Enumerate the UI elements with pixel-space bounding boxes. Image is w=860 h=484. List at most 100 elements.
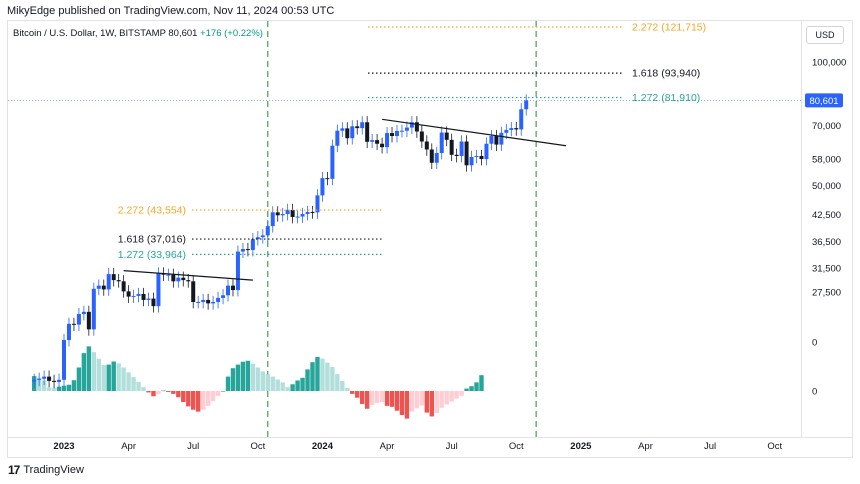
candle-body <box>86 311 91 330</box>
histogram-bar <box>141 387 146 391</box>
histogram-bar <box>200 391 206 410</box>
fib-label-recent: 1.272 (81,910) <box>632 92 700 104</box>
histogram-bar <box>136 381 141 391</box>
candle-body <box>265 226 270 236</box>
histogram-bar <box>151 391 156 397</box>
histogram-bar <box>46 387 52 391</box>
candle-body <box>414 122 419 132</box>
candle-body <box>484 143 489 160</box>
candle-body <box>370 140 375 142</box>
candle-body <box>355 126 360 129</box>
x-tick-label: 2023 <box>53 441 74 452</box>
candle-body <box>464 141 469 166</box>
candle-body <box>240 249 245 252</box>
candle-body <box>260 235 265 238</box>
histogram-bar <box>131 377 136 391</box>
candle-body <box>47 376 52 381</box>
histogram-bar <box>310 362 315 391</box>
candle-body <box>409 122 414 128</box>
x-tick-label: 2024 <box>312 441 334 452</box>
histogram-bar <box>171 391 176 394</box>
candle-body <box>345 128 350 139</box>
histogram-bar <box>330 367 335 391</box>
histogram-bar <box>181 391 186 403</box>
histogram-bar <box>265 374 270 391</box>
histogram-bar <box>389 391 395 407</box>
histogram-bar <box>96 358 101 391</box>
symbol-legend[interactable]: Bitcoin / U.S. Dollar, 1W, BITSTAMP 80,6… <box>13 28 263 39</box>
histogram-bar <box>81 353 87 391</box>
candle-body <box>76 314 81 325</box>
histogram-bar <box>111 361 116 391</box>
histogram-bar <box>320 358 325 391</box>
candle-body <box>275 212 280 216</box>
histogram-bar <box>106 364 111 391</box>
histogram-bar <box>240 361 246 391</box>
histogram-bar <box>116 363 121 391</box>
candle-body <box>136 293 141 296</box>
candle-body <box>489 136 494 144</box>
candle-body <box>404 127 409 131</box>
fib-label-recent: 2.272 (121,715) <box>632 22 706 34</box>
currency-button[interactable]: USD <box>806 26 844 44</box>
histogram-bar <box>56 386 62 391</box>
candle-body <box>509 128 514 130</box>
histogram-bar <box>449 391 454 402</box>
histogram-bar <box>325 362 330 391</box>
candle-body <box>191 281 196 302</box>
x-tick-label: Oct <box>767 441 782 452</box>
candle-body <box>280 214 285 216</box>
y-tick-label: 50,000 <box>812 181 841 192</box>
candle-body <box>106 274 111 290</box>
histogram-bar <box>230 368 236 391</box>
y-tick-label: 58,000 <box>812 155 841 166</box>
fib-label-previous: 2.272 (43,554) <box>118 205 186 217</box>
histogram-bar <box>305 369 310 391</box>
histogram-bar <box>454 391 459 399</box>
candle-body <box>116 280 121 282</box>
histogram-bar <box>429 391 434 417</box>
histogram-bar <box>215 391 221 396</box>
histogram-bar <box>364 391 370 409</box>
candle-body <box>315 195 320 213</box>
histogram-bar <box>260 371 265 391</box>
y-tick-label: 27,500 <box>812 288 841 299</box>
fib-label-previous: 1.272 (33,964) <box>118 249 186 261</box>
histogram-bar <box>86 346 92 391</box>
histogram-bar <box>270 376 275 391</box>
histogram-bar <box>295 380 300 391</box>
histogram-bar <box>250 363 256 391</box>
candle-body <box>499 132 504 145</box>
histogram-bar <box>191 391 196 410</box>
x-tick-label: Jul <box>446 441 458 452</box>
histogram-bar <box>235 364 241 391</box>
histogram-bar <box>220 391 226 392</box>
histogram-bar <box>161 390 166 392</box>
time-axis-separator <box>8 437 852 438</box>
histogram-bar <box>76 367 82 391</box>
histogram-bar <box>479 375 484 391</box>
histogram-bar <box>424 391 430 413</box>
plot-area: 2.272 (43,554) 1.618 (37,016) 1.272 (33,96… <box>8 21 801 437</box>
candle-body <box>176 277 181 282</box>
histogram-bar <box>409 391 415 412</box>
histogram-bar <box>345 388 350 391</box>
histogram-bar <box>315 356 320 391</box>
histogram-bar <box>399 391 405 415</box>
candle-body <box>429 149 434 163</box>
publish-info: MikyEdge published on TradingView.com, N… <box>7 5 335 17</box>
candle-body <box>221 295 226 298</box>
candle-body <box>469 156 474 166</box>
histogram-bar <box>225 376 231 391</box>
x-tick-label: Apr <box>638 441 653 452</box>
histogram-bar <box>195 391 201 412</box>
histogram-bar <box>126 372 131 391</box>
candle-body <box>479 156 484 160</box>
candle-body <box>96 285 101 289</box>
histogram-bar <box>210 391 216 402</box>
histogram-bar <box>121 367 126 391</box>
candle-body <box>310 211 315 213</box>
footer-brand: TradingView <box>23 464 84 476</box>
tradingview-footer[interactable]: 17 TradingView <box>8 463 84 477</box>
